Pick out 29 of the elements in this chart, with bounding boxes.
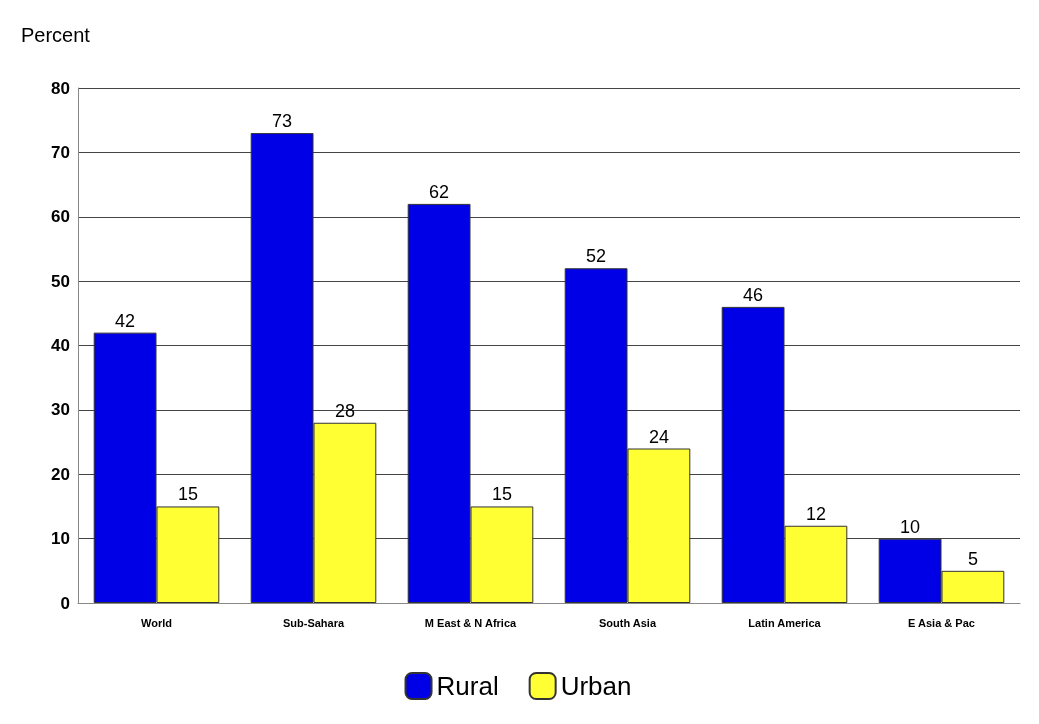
data-label: 15	[491, 484, 512, 505]
data-label: 15	[177, 484, 198, 505]
x-tick-label: Latin America	[748, 616, 822, 629]
data-label: 52	[586, 246, 607, 267]
data-label: 12	[805, 503, 826, 524]
y-tick-label: 0	[60, 593, 70, 613]
y-tick-label: 10	[51, 529, 70, 549]
y-tick-label: 30	[51, 400, 70, 420]
y-tick-label: 50	[51, 271, 70, 291]
data-label: 62	[429, 181, 450, 202]
x-tick-label: E Asia & Pac	[908, 616, 975, 629]
legend-label: Urban	[560, 671, 632, 701]
data-label: 5	[967, 548, 978, 569]
data-label: 10	[900, 516, 921, 537]
y-axis-title: Percent	[21, 24, 91, 46]
y-tick-label: 80	[51, 78, 70, 98]
data-label: 73	[272, 111, 293, 132]
legend-label: Rural	[436, 671, 499, 701]
data-label: 42	[115, 310, 136, 331]
x-tick-label: M East & N Africa	[424, 616, 518, 629]
y-tick-label: 70	[51, 142, 70, 162]
data-label: 24	[648, 426, 669, 447]
data-label: 46	[743, 284, 764, 305]
y-tick-label: 60	[51, 207, 70, 227]
x-tick-label: World	[141, 616, 172, 629]
y-tick-label: 20	[51, 464, 70, 484]
x-tick-label: South Asia	[598, 616, 657, 629]
x-tick-label: Sub-Sahara	[282, 616, 345, 629]
y-tick-label: 40	[51, 336, 70, 355]
